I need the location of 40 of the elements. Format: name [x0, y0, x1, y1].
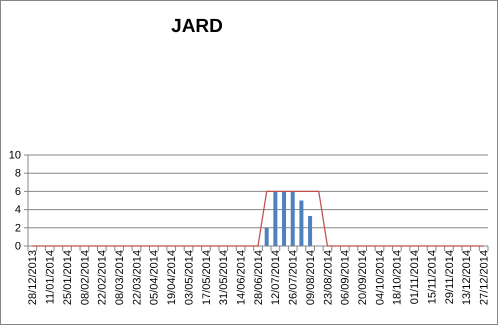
x-tick-label: 25/01/2014	[62, 250, 74, 306]
x-tick-label: 23/08/2014	[322, 250, 334, 306]
x-tick-label: 17/05/2014	[200, 250, 213, 306]
x-tick-label: 09/08/2014	[304, 250, 317, 306]
x-tick-label: 27/12/2014	[478, 250, 491, 306]
y-tick-label: 6	[14, 186, 21, 198]
x-tick-label: 28/12/2013	[27, 250, 40, 306]
x-tick-label: 19/04/2014	[166, 250, 178, 306]
y-tick-label: 0	[14, 240, 21, 253]
x-tick-label: 22/02/2014	[96, 250, 109, 306]
x-tick-label: 18/10/2014	[392, 250, 404, 306]
bar	[308, 216, 312, 246]
y-tick-label: 2	[14, 222, 21, 234]
x-tick-label: 05/04/2014	[148, 250, 161, 306]
bar	[273, 191, 278, 246]
chart-title: JARD	[171, 16, 223, 37]
x-tick-label: 29/11/2014	[444, 250, 456, 304]
x-tick-label: 04/10/2014	[374, 250, 386, 306]
x-tick-label: 11/01/2014	[44, 250, 57, 304]
x-tick-label: 22/03/2014	[131, 250, 144, 306]
x-tick-label: 08/02/2014	[79, 250, 92, 306]
bar	[264, 228, 269, 246]
x-tick-label: 01/11/2014	[409, 250, 422, 304]
x-tick-label: 15/11/2014	[426, 250, 438, 304]
bar	[299, 200, 304, 246]
y-tick-label: 4	[14, 204, 21, 216]
bar	[282, 191, 286, 246]
y-tick-label: 8	[14, 168, 21, 180]
x-tick-label: 13/12/2014	[461, 250, 474, 306]
x-tick-label: 14/06/2014	[235, 250, 248, 306]
x-tick-label: 20/09/2014	[357, 250, 369, 306]
x-tick-label: 03/05/2014	[183, 250, 196, 306]
x-tick-label: 08/03/2014	[114, 250, 126, 306]
x-tick-label: 31/05/2014	[218, 250, 230, 306]
x-tick-label: 06/09/2014	[340, 250, 352, 306]
y-tick-label: 10	[8, 150, 21, 162]
x-tick-label: 26/07/2014	[288, 250, 300, 306]
x-tick-label: 12/07/2014	[270, 250, 282, 306]
x-tick-label: 28/06/2014	[252, 250, 265, 306]
bar	[290, 191, 295, 246]
